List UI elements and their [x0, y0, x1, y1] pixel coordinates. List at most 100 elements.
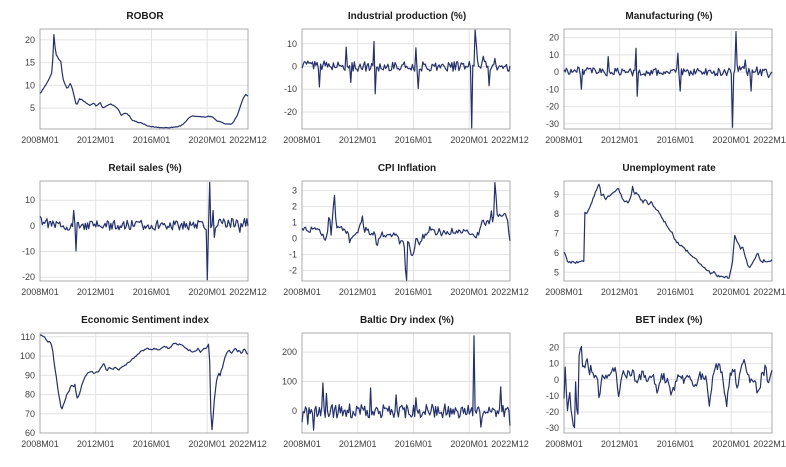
svg-text:20: 20 [549, 33, 559, 43]
svg-text:2020M01: 2020M01 [188, 439, 226, 449]
svg-text:2020M01: 2020M01 [712, 287, 750, 297]
svg-text:2022M12: 2022M12 [753, 287, 786, 297]
svg-text:2012M01: 2012M01 [77, 439, 115, 449]
chart-title-manufacturing: Manufacturing (%) [625, 11, 713, 22]
svg-text:-10: -10 [284, 84, 297, 94]
svg-text:2020M01: 2020M01 [712, 439, 750, 449]
svg-text:-30: -30 [546, 423, 559, 433]
chart-title-robor: ROBOR [126, 11, 164, 22]
svg-text:2022M12: 2022M12 [753, 439, 786, 449]
svg-text:2022M12: 2022M12 [491, 287, 529, 297]
svg-text:-10: -10 [22, 247, 35, 257]
svg-text:2012M01: 2012M01 [77, 135, 115, 145]
chart-title-retail-sales: Retail sales (%) [108, 163, 182, 174]
svg-text:2016M01: 2016M01 [657, 287, 695, 297]
svg-text:2016M01: 2016M01 [133, 439, 171, 449]
svg-text:2008M01: 2008M01 [545, 135, 583, 145]
svg-text:2020M01: 2020M01 [188, 287, 226, 297]
svg-text:2012M01: 2012M01 [339, 287, 377, 297]
svg-text:5: 5 [554, 267, 559, 277]
svg-text:8: 8 [554, 209, 559, 219]
chart-title-industrial-production: Industrial production (%) [347, 11, 467, 22]
economic-sentiment-line-chart: 60 70 80 90 100 110 2008M01 2012M01 2016M01 2020M… [20, 332, 267, 449]
svg-text:60: 60 [25, 428, 35, 438]
svg-text:0: 0 [292, 62, 297, 72]
svg-text:6: 6 [554, 248, 559, 258]
svg-text:2008M01: 2008M01 [545, 287, 583, 297]
svg-text:0: 0 [30, 221, 35, 231]
svg-text:2008M01: 2008M01 [283, 135, 321, 145]
chart-panel-cpi-inflation: CPI Inflation -2 -1 0 1 2 3 2008M01 2012M01 2016… [262, 161, 529, 313]
svg-text:15: 15 [25, 58, 35, 68]
svg-text:2012M01: 2012M01 [339, 439, 377, 449]
svg-text:2022M12: 2022M12 [491, 439, 529, 449]
svg-text:2016M01: 2016M01 [657, 135, 695, 145]
svg-text:80: 80 [25, 390, 35, 400]
svg-text:10: 10 [287, 39, 297, 49]
chart-panel-bet-index: BET index (%) -30 -20 -10 0 10 20 2008M01 2012M… [524, 313, 786, 465]
svg-text:2008M01: 2008M01 [283, 439, 321, 449]
svg-text:-10: -10 [546, 391, 559, 401]
chart-title-unemployment-rate: Unemployment rate [622, 163, 716, 174]
svg-text:1: 1 [292, 218, 297, 228]
svg-text:2012M01: 2012M01 [77, 287, 115, 297]
chart-title-baltic-dry: Baltic Dry index (%) [360, 315, 454, 326]
svg-text:3: 3 [292, 186, 297, 196]
chart-panel-economic-sentiment: Economic Sentiment index 60 70 80 90 100 110 2… [0, 313, 267, 465]
svg-text:10: 10 [25, 195, 35, 205]
svg-text:110: 110 [21, 332, 35, 342]
svg-text:2022M12: 2022M12 [229, 135, 267, 145]
svg-text:2012M01: 2012M01 [601, 439, 639, 449]
svg-text:70: 70 [25, 409, 35, 419]
svg-text:-20: -20 [22, 272, 35, 282]
svg-text:10: 10 [549, 50, 559, 60]
svg-text:-10: -10 [546, 84, 559, 94]
robor-line-chart: 5 10 15 20 2008M01 2012M01 2016M01 2020M01 2022M… [21, 28, 267, 145]
svg-text:-30: -30 [546, 119, 559, 129]
chart-panel-unemployment-rate: Unemployment rate 5 6 7 8 9 2008M01 2012M01 201… [524, 161, 786, 313]
chart-title-economic-sentiment: Economic Sentiment index [81, 315, 209, 326]
svg-text:0: 0 [292, 406, 297, 416]
svg-text:2022M12: 2022M12 [491, 135, 529, 145]
svg-text:20: 20 [25, 35, 35, 45]
svg-text:200: 200 [282, 347, 297, 357]
svg-text:0: 0 [554, 67, 559, 77]
chart-title-bet-index: BET index (%) [635, 315, 703, 326]
svg-text:-1: -1 [289, 250, 297, 260]
svg-text:10: 10 [25, 80, 35, 90]
svg-text:7: 7 [554, 228, 559, 238]
svg-text:2012M01: 2012M01 [601, 287, 639, 297]
svg-text:0: 0 [554, 375, 559, 385]
svg-text:100: 100 [282, 377, 297, 387]
cpi-inflation-line-chart: -2 -1 0 1 2 3 2008M01 2012M01 2016M01 2020M01 2022… [283, 180, 529, 297]
svg-text:2008M01: 2008M01 [21, 287, 59, 297]
chart-panel-manufacturing: Manufacturing (%) -30 -20 -10 0 10 20 2008M01 2… [524, 9, 786, 161]
svg-text:2022M12: 2022M12 [229, 439, 267, 449]
svg-text:2016M01: 2016M01 [657, 439, 695, 449]
svg-text:5: 5 [30, 103, 35, 113]
svg-text:2022M12: 2022M12 [753, 135, 786, 145]
chart-panel-retail-sales: Retail sales (%) -20 -10 0 10 2008M01 2012M01… [0, 161, 267, 313]
svg-text:2012M01: 2012M01 [601, 135, 639, 145]
svg-text:2012M01: 2012M01 [339, 135, 377, 145]
svg-text:2020M01: 2020M01 [450, 439, 488, 449]
svg-text:-2: -2 [289, 266, 297, 276]
retail-sales-line-chart: -20 -10 0 10 2008M01 2012M01 2016M01 2020M01 202… [21, 180, 267, 297]
svg-text:100: 100 [20, 351, 35, 361]
svg-text:10: 10 [549, 359, 559, 369]
baltic-dry-line-chart: 0 100 200 2008M01 2012M01 2016M01 2020M01 2022M… [282, 332, 529, 449]
svg-text:2020M01: 2020M01 [450, 287, 488, 297]
svg-text:2016M01: 2016M01 [133, 135, 171, 145]
svg-text:2020M01: 2020M01 [188, 135, 226, 145]
chart-title-cpi-inflation: CPI Inflation [377, 163, 437, 174]
svg-text:-20: -20 [284, 107, 297, 117]
industrial-production-line-chart: -20 -10 0 10 2008M01 2012M01 2016M01 2020M01 202… [283, 28, 529, 145]
svg-text:9: 9 [554, 190, 559, 200]
svg-text:-20: -20 [546, 102, 559, 112]
chart-panel-baltic-dry: Baltic Dry index (%) 0 100 200 2008M01 2012M… [262, 313, 529, 465]
svg-text:2008M01: 2008M01 [545, 439, 583, 449]
manufacturing-line-chart: -30 -20 -10 0 10 20 2008M01 2012M01 2016M01 2020M… [545, 28, 786, 145]
svg-text:2: 2 [292, 202, 297, 212]
